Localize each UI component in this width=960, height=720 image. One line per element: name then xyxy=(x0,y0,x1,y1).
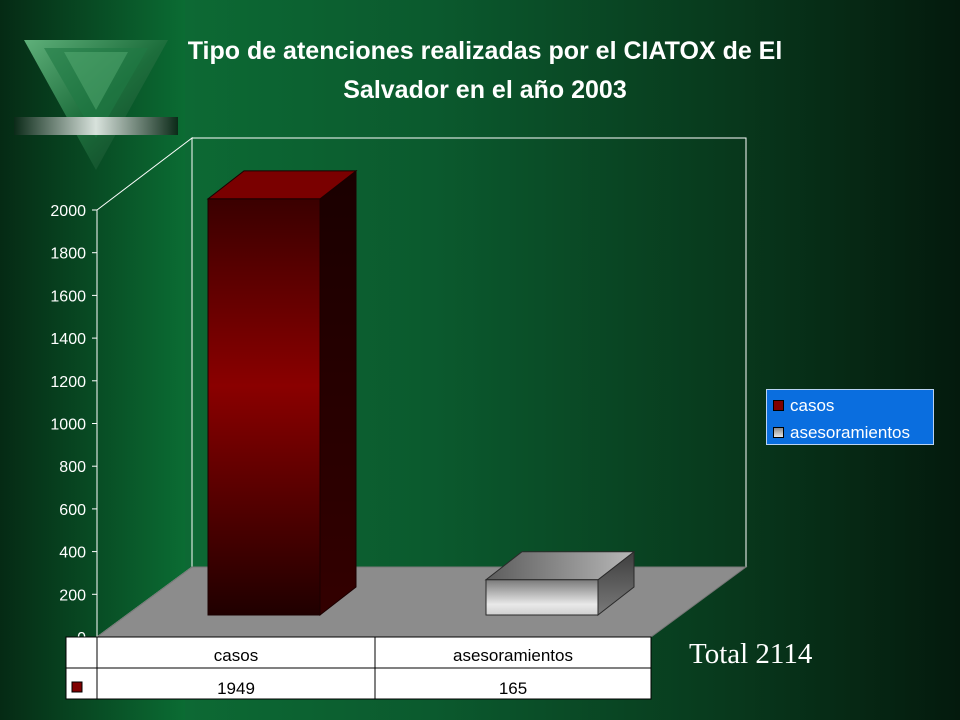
table-value-asesoramientos: 165 xyxy=(499,679,527,698)
y-tick-label: 1800 xyxy=(50,246,86,263)
table-legend-swatch-casos xyxy=(71,681,83,693)
y-tick-label: 200 xyxy=(59,587,86,604)
chart-legend: casos asesoramientos xyxy=(766,389,934,445)
y-tick-label: 600 xyxy=(59,502,86,519)
y-tick-label: 1600 xyxy=(50,288,86,305)
triangle-logo xyxy=(14,40,178,170)
data-table: casos asesoramientos 1949 165 xyxy=(65,636,652,700)
y-tick-label: 1400 xyxy=(50,331,86,348)
bar-casos xyxy=(207,198,321,616)
total-label: Total 2114 xyxy=(689,638,813,670)
y-tick-label: 1200 xyxy=(50,374,86,391)
chart-title-line-1: Tipo de atenciones realizadas por el CIA… xyxy=(187,37,783,65)
y-axis: 0200400600800100012001400160018002000 xyxy=(50,203,98,647)
y-tick-label: 800 xyxy=(59,459,86,476)
legend-swatch-casos xyxy=(773,400,784,411)
plot-frame xyxy=(96,136,747,638)
table-header-asesoramientos: asesoramientos xyxy=(453,646,573,665)
y-tick-label: 400 xyxy=(59,545,86,562)
bars xyxy=(206,169,636,617)
legend-swatch-asesoramientos xyxy=(773,427,784,438)
y-tick-label: 2000 xyxy=(50,203,86,220)
bar-asesoramientos xyxy=(485,579,599,616)
y-tick-label: 1000 xyxy=(50,417,86,434)
table-value-casos: 1949 xyxy=(217,679,255,698)
bar-side-casos xyxy=(319,169,357,617)
chart-floor xyxy=(95,566,748,638)
chart-title-line-2: Salvador en el año 2003 xyxy=(343,76,627,104)
table-header-casos: casos xyxy=(214,646,258,665)
legend-label-asesoramientos: asesoramientos xyxy=(790,423,911,442)
legend-label-casos: casos xyxy=(790,396,835,415)
